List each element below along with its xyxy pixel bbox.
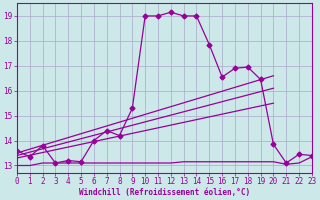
X-axis label: Windchill (Refroidissement éolien,°C): Windchill (Refroidissement éolien,°C) xyxy=(79,188,250,197)
